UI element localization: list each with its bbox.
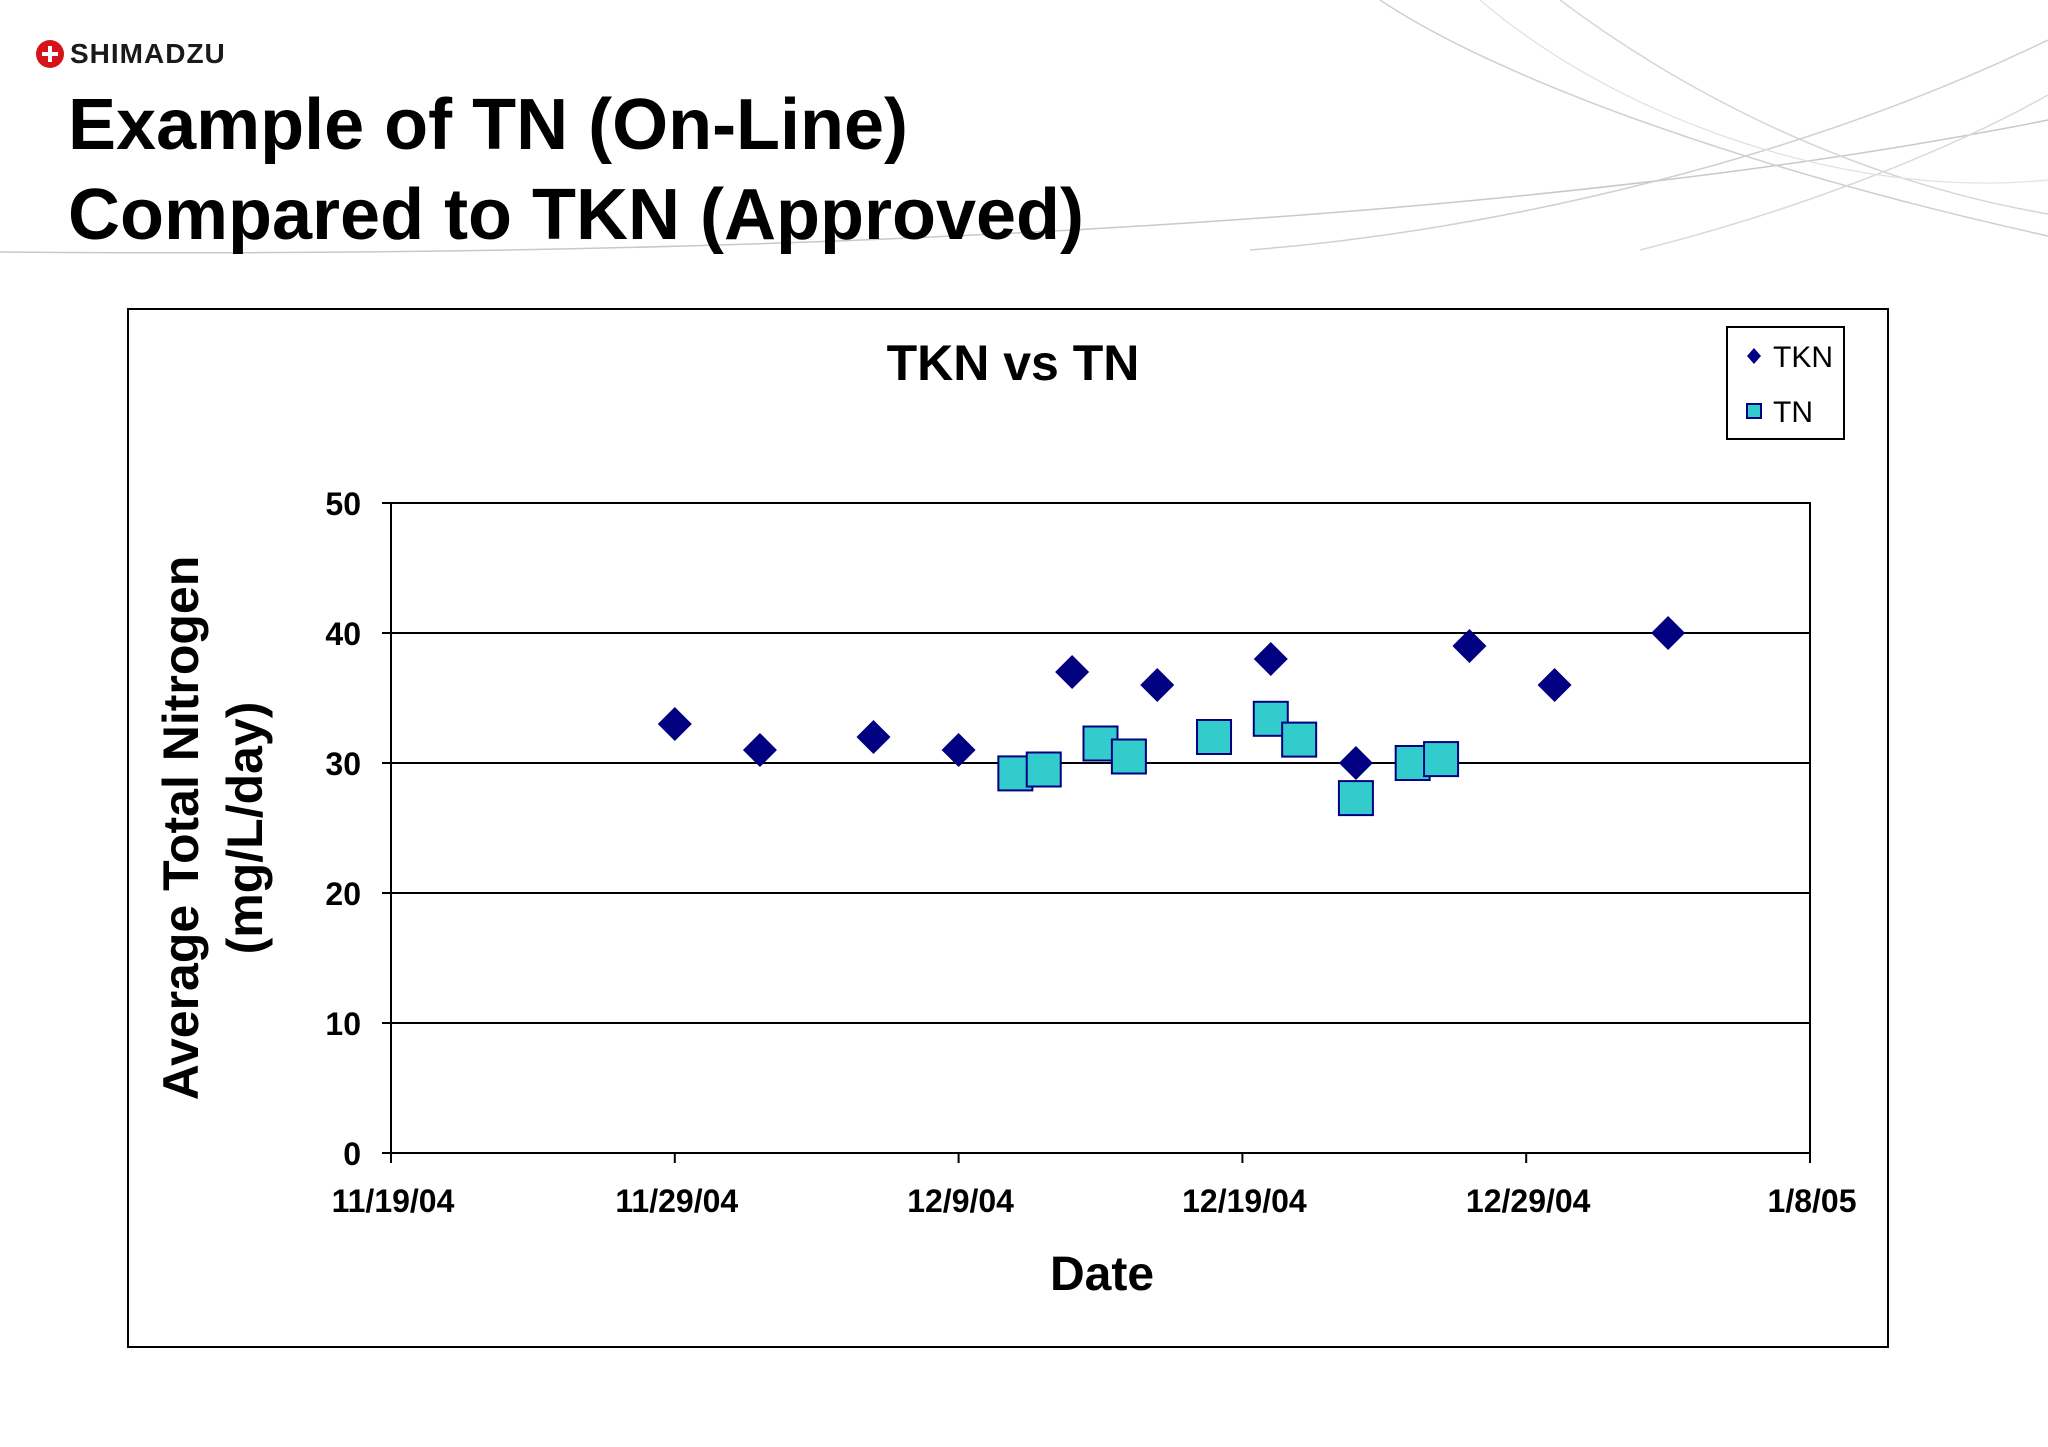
y-tick-label: 20 — [325, 876, 361, 912]
shimadzu-logo-icon — [36, 40, 64, 68]
tn-point — [1281, 721, 1318, 758]
x-tick-label: 11/29/04 — [615, 1183, 738, 1219]
decorative-swoosh-lines — [0, 0, 2048, 254]
y-tick-label: 30 — [325, 746, 361, 782]
tn-point — [1423, 741, 1460, 778]
legend-tkn-label: TKN — [1773, 341, 1833, 374]
y-tick-label: 0 — [343, 1136, 361, 1172]
data-markers — [657, 616, 1686, 817]
tkn-point — [1452, 629, 1487, 663]
y-tick-label: 10 — [325, 1006, 361, 1042]
y-tick-label: 40 — [325, 616, 361, 652]
x-tick-label: 12/19/04 — [1182, 1183, 1307, 1219]
tkn-point — [1338, 746, 1373, 780]
tn-point — [1082, 725, 1119, 762]
tkn-point — [742, 733, 777, 767]
x-tick-label: 12/29/04 — [1466, 1183, 1591, 1219]
tn-point — [1110, 738, 1147, 775]
x-tick-label: 12/9/04 — [907, 1183, 1014, 1219]
slide-title-line1: Example of TN (On-Line) — [68, 85, 909, 165]
legend-tn-square-icon — [1746, 403, 1762, 419]
x-axis-label: Date — [1050, 1248, 1154, 1301]
plot-area — [390, 502, 1811, 1154]
tkn-point — [1253, 642, 1288, 676]
tkn-point — [1651, 616, 1686, 650]
x-axis: 11/19/04 11/29/04 12/9/04 12/19/04 12/29/04 1… — [332, 1152, 1857, 1219]
y-axis-label-line2: (mg/L/day) — [217, 702, 273, 955]
slide-title-line2: Compared to TKN (Approved) — [68, 175, 1084, 255]
tkn-point — [1140, 668, 1175, 702]
tn-point — [1025, 751, 1062, 788]
tn-point — [1337, 780, 1374, 817]
tkn-point — [856, 720, 891, 754]
tkn-point — [1055, 655, 1090, 689]
legend: TKN TN — [1726, 326, 1845, 440]
y-axis-label-line1: Average Total Nitrogen — [153, 556, 209, 1101]
brand-name: SHIMADZU — [70, 38, 226, 69]
y-axis: 0 10 20 30 40 50 — [325, 486, 392, 1172]
slide-title: Example of TN (On-Line) Compared to TKN … — [68, 80, 1084, 260]
y-tick-label: 50 — [325, 486, 361, 522]
x-tick-label: 1/8/05 — [1768, 1183, 1857, 1219]
chart-title: TKN vs TN — [887, 335, 1140, 391]
gridlines — [391, 632, 1810, 1024]
tkn-point — [657, 707, 692, 741]
legend-box — [1726, 326, 1845, 440]
legend-tkn-diamond-icon — [1747, 348, 1761, 364]
tkn-point — [1537, 668, 1572, 702]
x-tick-label: 11/19/04 — [332, 1183, 455, 1219]
tkn-point — [941, 733, 976, 767]
tn-point — [1196, 719, 1233, 755]
shimadzu-logo: SHIMADZU — [36, 38, 226, 70]
legend-tn-label: TN — [1773, 396, 1813, 429]
